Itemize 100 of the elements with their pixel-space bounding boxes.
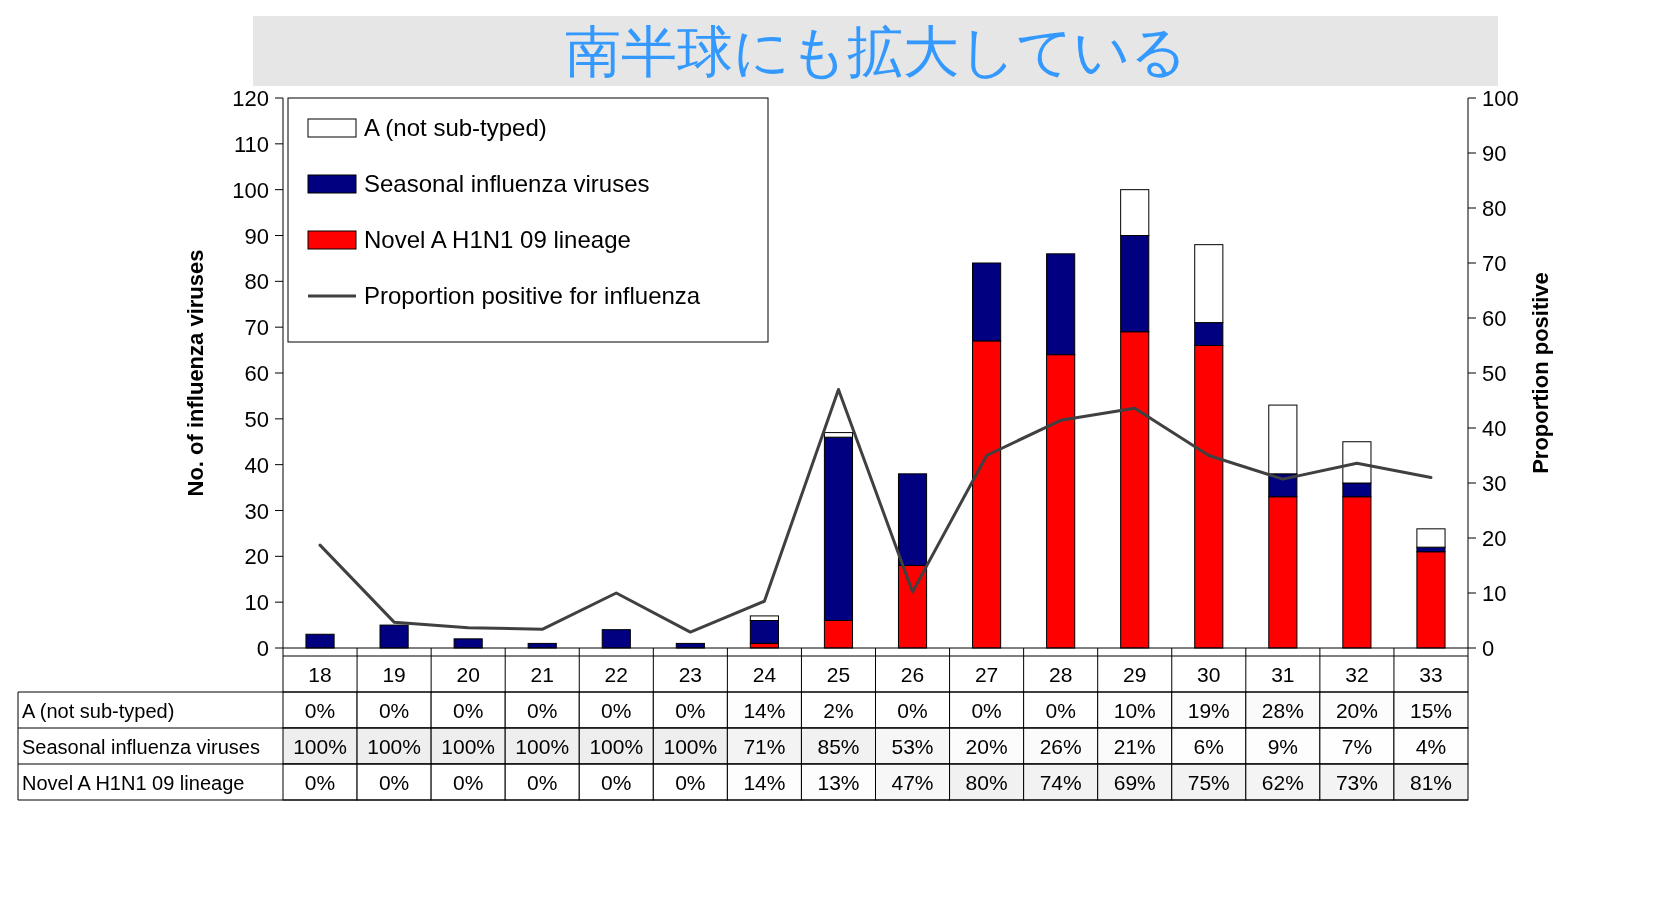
bar <box>1416 528 1446 548</box>
data-label: 0% <box>304 699 336 722</box>
data-label: 100% <box>441 735 496 758</box>
data-label: 28% <box>1261 699 1304 722</box>
x-tick-label: 21 <box>530 663 554 686</box>
x-tick-label: 23 <box>678 663 703 686</box>
data-label: 73% <box>1335 771 1378 794</box>
y-tick-label: A (not sub-typed) <box>22 700 175 722</box>
y-tick-label: 70 <box>244 315 269 341</box>
y2-tick-label: 30 <box>1482 471 1507 496</box>
x-tick-label: 31 <box>1271 663 1295 686</box>
data-label: 20% <box>965 735 1008 758</box>
data-label: 0% <box>971 699 1002 722</box>
y-axis-title: No. of influenza viruses <box>183 249 208 497</box>
data-label: 74% <box>1039 771 1082 794</box>
x-tick-label: 32 <box>1345 663 1369 686</box>
data-label: 6% <box>1193 735 1224 758</box>
legend-label: A (not sub-typed) <box>364 114 547 141</box>
data-label: 0% <box>378 771 410 794</box>
x-tick-label: 24 <box>752 663 777 686</box>
x-tick-label: 28 <box>1048 663 1073 686</box>
data-label: 0% <box>675 699 706 722</box>
data-label: 2% <box>823 699 854 722</box>
y-tick-label: 10 <box>244 590 269 616</box>
data-label: 0% <box>527 699 558 722</box>
x-tick-label: 20 <box>456 663 480 686</box>
x-tick-label: 22 <box>604 663 628 686</box>
y-tick-label: 20 <box>244 544 269 570</box>
y-tick-label: Seasonal influenza viruses <box>22 736 260 758</box>
data-label: 100% <box>367 735 421 758</box>
data-label: 71% <box>743 735 786 758</box>
data-label: 85% <box>817 735 860 758</box>
x-tick-label: 33 <box>1419 663 1443 686</box>
legend-label: Proportion positive for influenza <box>364 282 701 309</box>
data-label: 19% <box>1187 699 1230 722</box>
y-tick-label: 120 <box>232 86 269 111</box>
y2-axis-title: Proportion positive <box>1528 272 1553 474</box>
y-tick-label: 30 <box>244 498 269 524</box>
data-label: 100% <box>293 735 347 758</box>
legend-label: Seasonal influenza viruses <box>364 170 650 197</box>
x-tick-label: 25 <box>826 663 851 686</box>
y2-tick-label: 100 <box>1482 86 1519 111</box>
data-label: 14% <box>743 771 786 794</box>
data-label: 0% <box>304 771 336 794</box>
x-tick-label: 27 <box>974 663 999 686</box>
data-label: 62% <box>1261 771 1304 794</box>
line-series <box>318 388 1433 634</box>
data-label: 0% <box>897 699 928 722</box>
y-tick-label: 80 <box>244 269 269 295</box>
data-label: 0% <box>601 771 632 794</box>
x-tick-label: 29 <box>1123 663 1147 686</box>
data-label: 100% <box>515 735 570 758</box>
y2-tick-label: 40 <box>1482 416 1507 441</box>
data-label: 15% <box>1409 699 1452 722</box>
y-tick-label: 90 <box>244 223 269 249</box>
data-label: 0% <box>452 771 484 794</box>
data-label: 100% <box>589 735 644 758</box>
y2-tick-label: 70 <box>1482 251 1507 276</box>
y2-tick-label: 60 <box>1482 306 1507 331</box>
y-tick-label: 50 <box>244 406 269 432</box>
x-tick-label: 19 <box>382 663 406 686</box>
data-label: 14% <box>743 699 786 722</box>
x-tick-label: 26 <box>900 663 925 686</box>
data-label: 75% <box>1187 771 1230 794</box>
data-label: 9% <box>1267 735 1299 758</box>
chart-title: 南半球にも拡大している <box>564 19 1187 84</box>
data-label: 21% <box>1113 735 1156 758</box>
y2-tick-label: 50 <box>1482 361 1507 386</box>
y-tick-label: 60 <box>244 361 269 386</box>
data-label: 7% <box>1341 735 1373 758</box>
data-label: 20% <box>1335 699 1378 722</box>
y2-tick-label: 0 <box>1482 636 1495 661</box>
y2-tick-label: 80 <box>1482 196 1507 221</box>
y-tick-label: 40 <box>244 452 269 478</box>
data-label: 0% <box>378 699 410 722</box>
y2-tick-label: 10 <box>1482 581 1507 606</box>
x-tick-label: 18 <box>308 663 332 686</box>
y-tick-label: Novel A H1N1 09 lineage <box>22 772 245 794</box>
y-tick-label: 0 <box>256 636 269 661</box>
data-label: 13% <box>817 771 860 794</box>
data-label: 81% <box>1409 771 1452 794</box>
data-label: 10% <box>1113 699 1156 722</box>
y-tick-label: 110 <box>233 131 269 157</box>
data-label: 47% <box>891 771 934 794</box>
legend-label: Novel A H1N1 09 lineage <box>364 226 631 253</box>
data-label: 0% <box>675 771 706 794</box>
data-label: 80% <box>965 771 1008 794</box>
data-label: 0% <box>1045 699 1076 722</box>
data-label: 53% <box>891 735 934 758</box>
data-label: 100% <box>663 735 718 758</box>
y2-tick-label: 20 <box>1482 526 1507 551</box>
data-label: 4% <box>1415 735 1447 758</box>
y2-tick-label: 90 <box>1482 141 1507 166</box>
data-label: 26% <box>1039 735 1082 758</box>
data-label: 0% <box>452 699 484 722</box>
data-label: 0% <box>527 771 558 794</box>
data-label: 0% <box>601 699 632 722</box>
y-tick-label: 100 <box>232 177 269 203</box>
x-tick-label: 30 <box>1197 663 1221 686</box>
data-label: 69% <box>1113 771 1156 794</box>
